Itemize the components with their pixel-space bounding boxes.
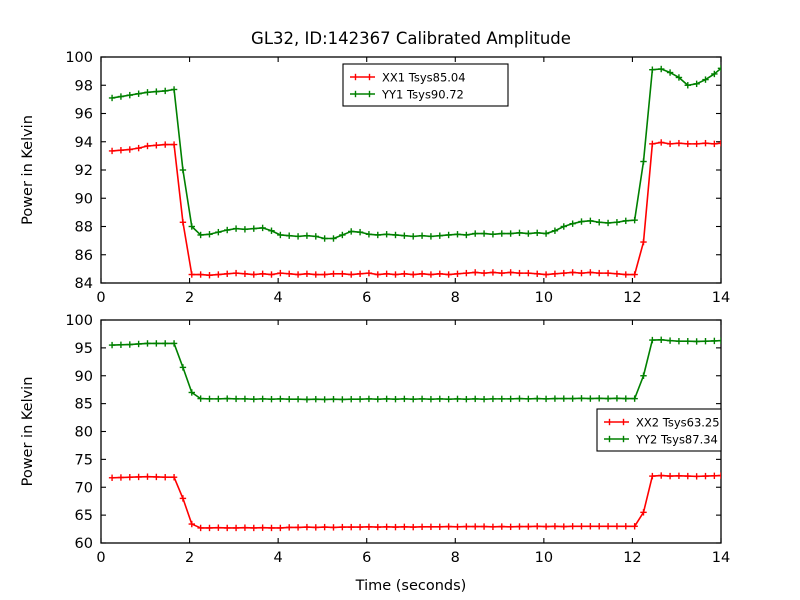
y-tick-label: 88 (75, 220, 93, 236)
y-axis-label: Power in Kelvin (20, 115, 36, 225)
legend-box (342, 63, 509, 107)
x-axis-label: Time (seconds) (355, 578, 467, 594)
x-tick-label: 6 (362, 550, 371, 566)
x-tick-label: 8 (451, 550, 460, 566)
x-tick-label: 12 (623, 550, 641, 566)
legend-top[interactable]: XX1 Tsys85.04 YY1 Tsys90.72 (342, 63, 509, 107)
y-tick-label: 95 (75, 341, 93, 357)
x-tick-label: 12 (623, 290, 641, 306)
y-tick-label: 98 (75, 78, 93, 94)
y-axis-label: Power in Kelvin (20, 377, 36, 487)
legend-label: YY2 Tsys87.34 (635, 433, 718, 447)
x-tick-label: 8 (451, 290, 460, 306)
series-line-top-0 (112, 141, 721, 277)
series-markers-top-1 (108, 65, 721, 242)
series-markers-top-0 (108, 139, 721, 279)
legend-label: XX1 Tsys85.04 (382, 71, 466, 85)
y-tick-label: 65 (75, 508, 93, 524)
y-tick-label: 90 (75, 369, 93, 385)
x-tick-label: 2 (185, 550, 194, 566)
x-tick-label: 4 (274, 550, 283, 566)
y-tick-label: 86 (75, 248, 93, 264)
panel-bottom: 60 65 70 75 80 85 90 95 100 0 2 4 6 8 10 12 14 Power in K… (20, 313, 730, 594)
data-area (108, 65, 721, 279)
chart-title: GL32, ID:142367 Calibrated Amplitude (251, 29, 571, 48)
y-tick-label: 100 (65, 313, 93, 329)
legend-label: XX2 Tsys63.25 (636, 416, 720, 430)
x-tick-label: 0 (96, 550, 105, 566)
y-tick-label: 85 (75, 397, 93, 413)
data-area (108, 336, 721, 532)
legend-label: YY1 Tsys90.72 (381, 88, 464, 102)
y-tick-label: 60 (75, 536, 93, 552)
legend-bottom[interactable]: XX2 Tsys63.25 YY2 Tsys87.34 (596, 408, 722, 452)
y-tick-label: 84 (75, 276, 93, 292)
legend-box (596, 408, 722, 452)
x-tick-label: 6 (362, 290, 371, 306)
x-tick-label: 2 (185, 290, 194, 306)
series-line-top-1 (111, 67, 721, 240)
y-tick-label: 96 (75, 107, 93, 123)
x-tick-label: 10 (535, 550, 553, 566)
y-tick-label: 70 (75, 480, 93, 496)
x-tick-label: 10 (535, 290, 553, 306)
x-tick-label: 4 (274, 290, 283, 306)
y-tick-label: 75 (75, 452, 93, 468)
y-tick-label: 80 (75, 425, 93, 441)
x-tick-label: 0 (96, 290, 105, 306)
panel-top: 84 86 88 90 92 94 96 98 100 0 2 4 6 8 10 12 14 Power in K… (20, 50, 730, 306)
series-markers-bottom-1 (108, 336, 721, 403)
series-line-bottom-1 (112, 338, 721, 401)
x-tick-label: 14 (712, 290, 730, 306)
y-tick-label: 100 (65, 50, 93, 66)
y-tick-label: 90 (75, 191, 93, 207)
series-line-bottom-0 (112, 474, 721, 529)
y-tick-label: 92 (75, 163, 93, 179)
x-tick-label: 14 (712, 550, 730, 566)
y-tick-label: 94 (75, 135, 93, 151)
series-markers-bottom-0 (108, 472, 721, 532)
